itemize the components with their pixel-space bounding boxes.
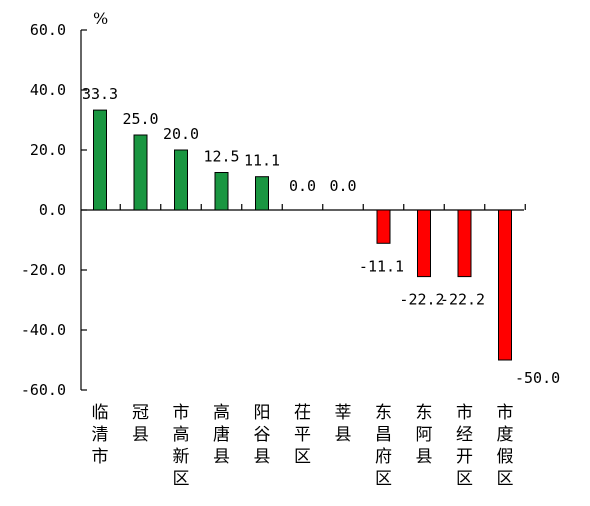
data-label: 33.3 <box>82 85 118 103</box>
bar-0 <box>93 109 107 211</box>
data-label: -22.2 <box>399 291 444 309</box>
y-tick-label: 40.0 <box>30 81 66 99</box>
bar-8 <box>417 209 431 278</box>
category-label: 东昌府区 <box>375 403 392 489</box>
y-tick-label: 60.0 <box>30 21 66 39</box>
bar-2 <box>174 149 188 211</box>
category-label: 临清市 <box>92 403 109 467</box>
y-tick-label: -40.0 <box>21 321 66 339</box>
bar-4 <box>255 176 269 211</box>
category-label: 市经开区 <box>456 403 473 489</box>
data-label: -11.1 <box>359 257 404 275</box>
bar-9 <box>457 209 472 278</box>
bars <box>93 109 512 361</box>
data-label: 25.0 <box>122 110 158 128</box>
data-label: 20.0 <box>163 125 199 143</box>
data-label: 11.1 <box>244 152 280 170</box>
category-label: 阳谷县 <box>254 403 271 467</box>
y-tick-label: -60.0 <box>21 381 66 399</box>
category-label: 冠县 <box>132 403 149 445</box>
labels: 33.3 临清市 25.0 冠县 20.0 市高新区 12.5 高唐县 11.1 阳谷县 0.0 茌平… <box>82 85 560 489</box>
bar-10 <box>498 209 512 361</box>
category-label: 市度假区 <box>497 403 514 489</box>
category-label: 莘县 <box>335 403 352 445</box>
data-label: 12.5 <box>203 148 239 166</box>
y-tick-label: 20.0 <box>30 141 66 159</box>
bar-7 <box>376 209 391 244</box>
data-label: 0.0 <box>289 177 316 195</box>
category-label: 高唐县 <box>213 403 230 467</box>
category-label: 市高新区 <box>173 403 190 489</box>
category-label: 茌平区 <box>294 403 311 467</box>
data-label: -22.2 <box>440 291 485 309</box>
category-label: 东阿县 <box>416 403 433 467</box>
bar-3 <box>214 172 229 211</box>
y-tick-label: 0.0 <box>39 201 66 219</box>
bar-1 <box>133 134 148 211</box>
data-label: -50.0 <box>515 369 560 387</box>
y-tick-label: -20.0 <box>21 261 66 279</box>
y-axis-unit-label: % <box>93 9 108 28</box>
data-label: 0.0 <box>329 177 356 195</box>
axes: 60.0 40.0 20.0 0.0 -20.0 -40.0 -60.0 <box>21 21 526 399</box>
